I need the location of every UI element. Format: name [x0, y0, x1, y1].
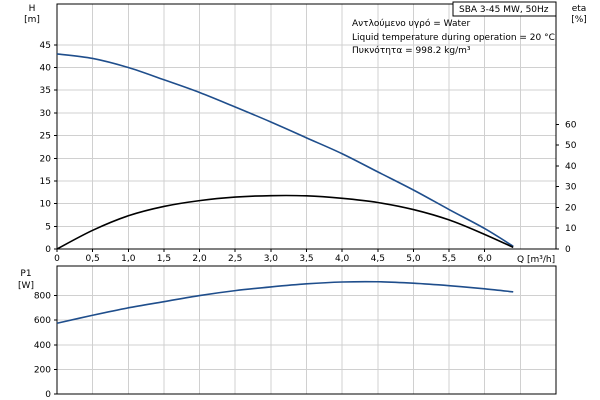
y-left-tick-label: 20 — [40, 154, 52, 164]
y-right-tick-label: 50 — [565, 141, 577, 151]
y-left-tick-label: 35 — [40, 86, 51, 96]
y-left-label: H — [29, 4, 36, 14]
x-tick-label: 5,0 — [406, 254, 421, 264]
bottom-plot-frame — [56, 265, 557, 395]
y-right-tick-label: 10 — [565, 224, 577, 234]
x-tick-label: 1,5 — [157, 254, 171, 264]
x-tick-label: 1,0 — [121, 254, 136, 264]
y-left-unit: [m] — [24, 15, 40, 25]
power-curve — [56, 280, 514, 325]
chart-title: SBA 3-45 MW, 50Hz — [459, 5, 549, 15]
y-left-tick-label: 15 — [40, 177, 51, 187]
y-left-tick-label: 30 — [40, 109, 52, 119]
x-tick-label: 3,5 — [299, 254, 313, 264]
y-right-tick-label: 30 — [565, 183, 577, 193]
x-tick-label: 2,0 — [192, 254, 207, 264]
p1-tick-label: 800 — [34, 292, 51, 302]
p1-tick-label: 0 — [45, 390, 51, 400]
y-left-tick-label: 5 — [45, 222, 51, 232]
x-axis-label: Q [m³/h] — [517, 255, 555, 265]
p1-tick-label: 600 — [34, 316, 51, 326]
x-tick-label: 0 — [54, 254, 60, 264]
bottom-plot-grid — [56, 266, 556, 395]
info-line-2: Liquid temperature during operation = 20… — [352, 33, 555, 43]
y-right-unit: [%] — [571, 15, 587, 25]
y-right-tick-label: 20 — [565, 203, 577, 213]
x-tick-label: 4,0 — [335, 254, 350, 264]
y-right-tick-label: 0 — [565, 245, 571, 255]
y-left-tick-label: 45 — [40, 41, 51, 51]
top-plot-grid — [56, 4, 556, 250]
efficiency-curve — [56, 194, 514, 250]
series-layer — [56, 53, 514, 325]
head-curve — [56, 53, 514, 247]
y-left-tick-label: 40 — [40, 64, 52, 74]
x-tick-label: 5,5 — [442, 254, 456, 264]
y-right-label: eta — [572, 4, 587, 14]
x-tick-label: 0,5 — [85, 254, 99, 264]
info-line-3: Πυκνότητα = 998.2 kg/m³ — [352, 45, 471, 56]
x-tick-label: 3,0 — [264, 254, 279, 264]
y-left-tick-label: 25 — [40, 132, 51, 142]
title-box — [452, 1, 557, 17]
p1-label: P1 — [20, 269, 31, 279]
x-tick-label: 6,0 — [478, 254, 493, 264]
info-line-1: Αντλούμενο υγρό = Water — [352, 18, 471, 29]
p1-unit: [W] — [18, 281, 34, 291]
y-right-tick-label: 40 — [565, 162, 577, 172]
y-right-tick-label: 60 — [565, 120, 577, 130]
p1-tick-label: 200 — [34, 365, 51, 375]
x-tick-label: 2,5 — [228, 254, 242, 264]
x-tick-label: 4,5 — [371, 254, 385, 264]
y-left-tick-label: 10 — [40, 200, 52, 210]
top-plot-ticks: 0 0,5 1,0 1,5 2,0 2,5 3,0 3,5 4,0 4,5 5,0 5,5 6,0 0 5 1… — [40, 41, 577, 264]
bottom-plot-ticks: 0 200 400 600 800 — [34, 292, 57, 400]
p1-tick-label: 400 — [34, 341, 51, 351]
y-left-tick-label: 0 — [45, 245, 51, 255]
